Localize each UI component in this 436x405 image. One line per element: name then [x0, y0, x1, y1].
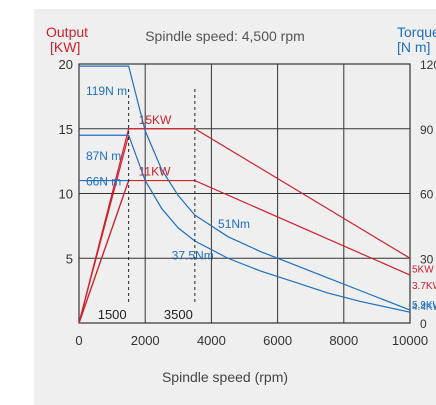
y-right-tick-label: 120	[420, 58, 436, 72]
chart-panel	[34, 9, 436, 405]
x-tick-label: 10000	[392, 333, 428, 348]
output-curve	[78, 128, 411, 324]
y-left-tick-label: 5	[66, 251, 73, 266]
y-left-title-line2: [KW]	[50, 39, 80, 55]
output-curve-label: 11KW	[139, 165, 171, 179]
speed-markers: 1500 3500	[98, 89, 196, 322]
chart-title: Spindle speed: 4,500 rpm	[145, 28, 305, 44]
y-right-tick-label: 90	[420, 123, 434, 137]
torque-curve	[79, 65, 411, 311]
torque-curve-label: 66N m	[86, 175, 121, 189]
output-curve-label: 15KW	[139, 113, 172, 127]
speed-marker-label: 3500	[164, 307, 193, 322]
x-tick-label: 4000	[197, 333, 226, 348]
torque-curve	[79, 134, 411, 313]
y-right-tick-label: 30	[420, 252, 434, 266]
torque-annotation: 51Nm	[218, 217, 250, 231]
x-axis-title: Spindle speed (rpm)	[162, 369, 288, 385]
y-right-title-line1: Torque	[397, 24, 436, 40]
output-curve	[78, 179, 411, 324]
chart-labels: 51Nm 37.5Nm	[172, 217, 250, 262]
torque-curves: 119N m 5.9KW 87N m 4.4KW 66N m	[79, 65, 436, 313]
x-tick-label: 6000	[263, 333, 292, 348]
torque-curve-end-label: 4.4KW	[412, 302, 436, 313]
y-right-tick-label: 60	[420, 188, 434, 202]
output-curves: 15KW 5KW 11KW 3.7KW	[78, 113, 436, 324]
torque-annotation: 37.5Nm	[172, 248, 214, 262]
y-left-tick-label: 20	[59, 57, 73, 72]
output-curve-end-label: 5KW	[412, 264, 434, 275]
torque-curve-end-label: 5.9KW	[412, 300, 436, 311]
x-tick-label: 0	[75, 333, 82, 348]
torque-curve-label: 87N m	[86, 149, 121, 163]
x-tick-label: 8000	[329, 333, 358, 348]
torque-curve-label: 119N m	[86, 84, 127, 98]
output-curve-end-label: 3.7KW	[412, 281, 436, 292]
y-right-tick-label: 0	[420, 317, 427, 331]
y-left-title-line1: Output	[46, 24, 88, 40]
y-right-title-line2: [N m]	[397, 39, 430, 55]
speed-marker-label: 1500	[98, 307, 127, 322]
grid: 0 2000 4000 6000 8000 10000 5 10 15 20 0 30 60 90 120	[59, 57, 436, 348]
y-left-tick-label: 10	[59, 187, 73, 202]
y-left-tick-label: 15	[59, 122, 73, 137]
x-tick-label: 2000	[131, 333, 160, 348]
